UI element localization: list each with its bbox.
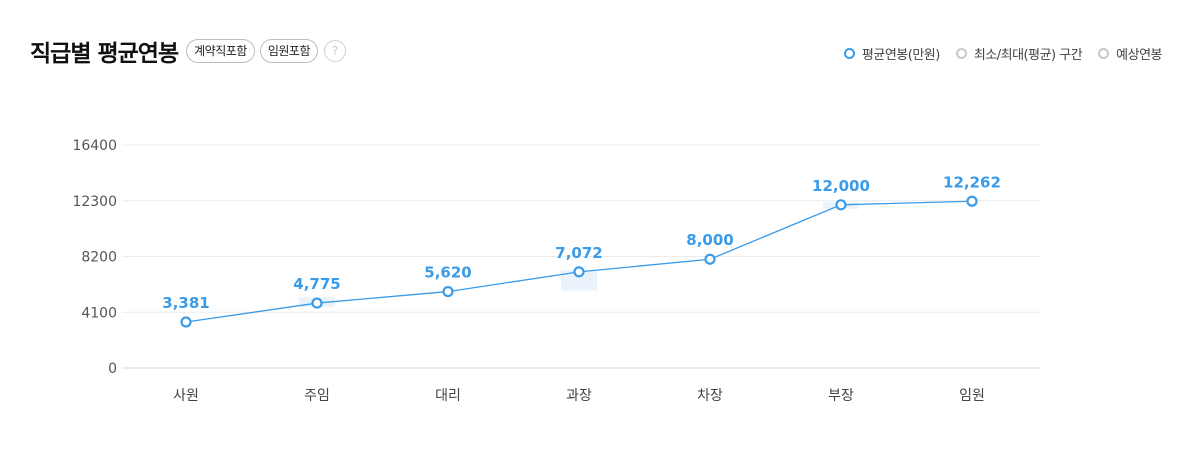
legend-item-range[interactable]: 최소/최대(평균) 구간 bbox=[955, 44, 1083, 63]
help-icon[interactable]: ? bbox=[324, 40, 347, 62]
chart-header: 직급별 평균연봉 계약직포함 임원포함 ? bbox=[30, 34, 347, 68]
y-tick-label: 0 bbox=[108, 361, 117, 377]
legend-label-expected: 예상연봉 bbox=[1116, 48, 1162, 63]
x-tick-label: 대리 bbox=[435, 388, 461, 404]
chart-title: 직급별 평균연봉 bbox=[30, 41, 179, 67]
data-point bbox=[704, 253, 716, 265]
data-point bbox=[835, 199, 847, 211]
y-tick-label: 8200 bbox=[81, 250, 117, 266]
filter-contract-button[interactable]: 계약직포함 bbox=[186, 39, 255, 63]
data-point bbox=[180, 316, 192, 328]
filter-executive-button[interactable]: 임원포함 bbox=[259, 39, 319, 63]
x-tick-label: 사원 bbox=[173, 388, 199, 404]
y-tick-label: 16400 bbox=[72, 138, 117, 154]
chart-legend: 평균연봉(만원) 최소/최대(평균) 구간 예상연봉 bbox=[828, 44, 1162, 63]
x-tick-label: 차장 bbox=[697, 388, 723, 404]
range-band bbox=[561, 270, 597, 291]
data-point bbox=[442, 285, 454, 298]
data-label: 8,000 bbox=[686, 231, 733, 249]
legend-marker-icon bbox=[955, 48, 967, 59]
data-point bbox=[311, 297, 323, 309]
data-label: 4,775 bbox=[293, 275, 340, 293]
data-label: 12,000 bbox=[812, 177, 870, 195]
data-label: 12,262 bbox=[943, 173, 1001, 191]
y-tick-label: 4100 bbox=[81, 305, 117, 321]
x-tick-label: 임원 bbox=[959, 388, 985, 404]
x-tick-label: 주임 bbox=[304, 388, 330, 404]
legend-marker-icon bbox=[843, 48, 855, 59]
legend-label-range: 최소/최대(평균) 구간 bbox=[973, 48, 1083, 63]
x-tick-label: 과장 bbox=[566, 388, 592, 404]
x-tick-label: 부장 bbox=[828, 388, 854, 404]
data-label: 7,072 bbox=[555, 244, 602, 262]
data-label: 3,381 bbox=[162, 294, 209, 312]
data-point bbox=[573, 266, 585, 278]
legend-item-average[interactable]: 평균연봉(만원) bbox=[843, 44, 940, 63]
y-tick-label: 12300 bbox=[72, 194, 117, 210]
data-label: 5,620 bbox=[424, 264, 471, 282]
legend-marker-icon bbox=[1098, 48, 1110, 59]
legend-label-average: 평균연봉(만원) bbox=[861, 48, 940, 63]
legend-item-expected[interactable]: 예상연봉 bbox=[1098, 44, 1162, 63]
data-point bbox=[966, 195, 978, 207]
